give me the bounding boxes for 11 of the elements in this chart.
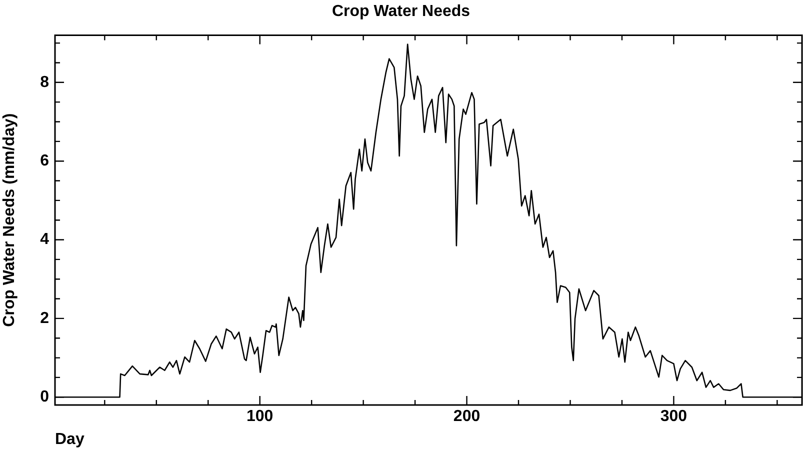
x-tick-label: 100 bbox=[246, 408, 274, 426]
x-axis-title: Day bbox=[55, 430, 84, 448]
x-tick-label: 200 bbox=[453, 408, 480, 426]
y-tick-label: 6 bbox=[40, 152, 50, 170]
y-tick-label: 2 bbox=[40, 310, 50, 327]
y-tick-label: 8 bbox=[40, 74, 50, 91]
y-tick-label: 4 bbox=[40, 231, 50, 248]
chart-title: Crop Water Needs bbox=[332, 3, 470, 20]
y-axis-title: Crop Water Needs (mm/day) bbox=[1, 113, 18, 327]
x-tick-label: 300 bbox=[660, 408, 688, 426]
y-tick-label: 0 bbox=[40, 388, 50, 406]
